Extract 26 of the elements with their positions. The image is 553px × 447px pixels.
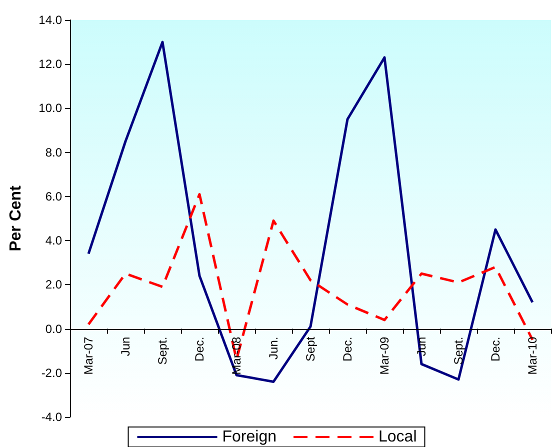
x-tick-label: Jun. — [266, 336, 280, 360]
x-tick-label: Dec. — [340, 336, 354, 362]
x-tick-label: Mar-07 — [82, 336, 96, 375]
x-tick-label: Mar-09 — [378, 336, 392, 375]
y-tick-label: 0.0 — [45, 322, 62, 336]
y-tick-label: -4.0 — [41, 410, 62, 424]
x-tick-label: Jun — [118, 336, 132, 356]
y-tick-label: 10.0 — [38, 101, 62, 116]
x-tick-label: Dec. — [488, 336, 502, 362]
y-tick-label: 4.0 — [45, 234, 62, 248]
y-tick-label: -2.0 — [41, 366, 62, 380]
y-tick-label: 2.0 — [45, 278, 62, 292]
x-tick-label: Sept — [304, 336, 318, 362]
y-axis-title: Per Cent — [8, 184, 24, 252]
y-tick-label: 14.0 — [38, 13, 62, 27]
x-tick-label: Mar-10 — [526, 336, 540, 375]
legend-label: Foreign — [222, 428, 276, 446]
legend-label: Local — [378, 428, 417, 446]
x-tick-label: Mar-08 — [230, 336, 244, 375]
y-tick-label: 8.0 — [45, 145, 62, 160]
x-tick-label: Dec. — [192, 336, 206, 362]
x-tick-label: Jun — [414, 336, 428, 356]
x-tick-label: Sept. — [156, 336, 170, 365]
y-tick-label: 6.0 — [45, 189, 62, 204]
y-tick-label: 12.0 — [38, 57, 62, 72]
x-tick-label: Sept. — [452, 336, 466, 365]
